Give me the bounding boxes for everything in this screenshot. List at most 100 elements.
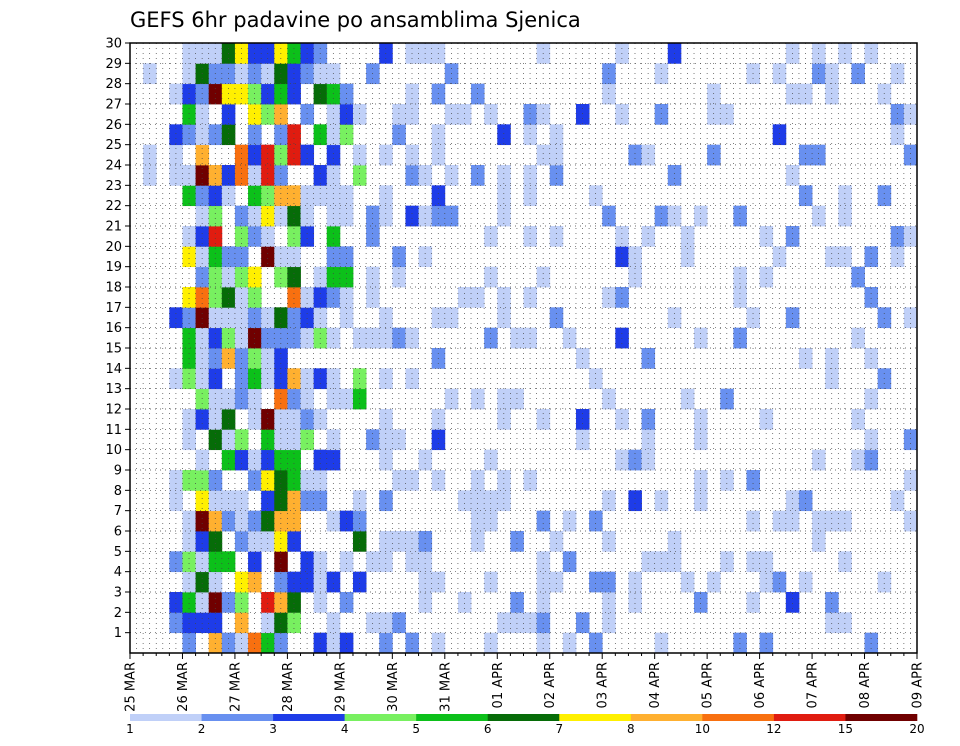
heatmap-cell [379,144,393,166]
heatmap-cell [339,592,354,613]
heatmap-cell [746,592,760,613]
heatmap-cell [798,490,813,512]
heatmap-cell [261,409,275,430]
heatmap-cell [497,185,511,207]
heatmap-cell [143,165,157,186]
heatmap-cell [169,83,183,105]
heatmap-cell [326,124,341,146]
colorbar-tick-label: 7 [555,722,563,736]
heatmap-cell [903,144,918,166]
heatmap-cell [352,165,367,186]
heatmap-cell [274,429,288,451]
heatmap-cell [405,165,419,186]
heatmap-cell [287,470,301,491]
heatmap-cell [261,429,275,451]
heatmap-cell [261,165,275,186]
heatmap-cell [523,612,538,634]
heatmap-cell [536,551,551,573]
heatmap-cell [274,470,288,491]
y-tick-label: 14 [105,362,122,377]
heatmap-cell [339,307,354,329]
heatmap-cell [615,409,629,430]
y-tick-label: 19 [105,260,122,275]
heatmap-cell [667,307,682,329]
y-tick-label: 30 [105,37,122,52]
y-tick-label: 5 [114,545,122,560]
heatmap-cell [392,104,406,125]
heatmap-cell [182,226,196,247]
heatmap-cell [798,144,813,166]
heatmap-cell [589,185,603,207]
heatmap-cell [300,226,315,247]
colorbar-swatch [130,714,202,721]
heatmap-cell [497,124,511,146]
heatmap-cell [379,185,393,207]
heatmap-cell [234,144,249,166]
heatmap-cell [484,226,498,247]
heatmap-cell [680,226,695,247]
heatmap-cell [208,612,223,634]
heatmap-cell [575,429,590,451]
y-tick-label: 9 [114,464,122,479]
heatmap-cell [471,388,485,410]
heatmap-cell [313,266,328,288]
heatmap-cell [418,531,433,552]
heatmap-cell [274,449,288,471]
heatmap-cell [497,287,511,308]
heatmap-cell [300,429,315,451]
heatmap-cell [287,490,301,512]
heatmap-cell [195,165,210,186]
y-tick-label: 10 [105,443,122,458]
heatmap-cell [825,83,839,105]
heatmap-cell [641,226,656,247]
heatmap-cell [812,144,826,166]
colorbar-swatch [344,714,417,721]
heatmap-cell [208,490,223,512]
heatmap-cell [707,104,721,125]
heatmap-cell [208,226,223,247]
heatmap-cell [379,490,393,512]
heatmap-cell [405,83,419,105]
y-tick-label: 22 [105,199,122,214]
heatmap-cell [431,571,446,593]
y-tick-label: 27 [105,98,122,113]
colorbar-swatch [630,714,703,721]
heatmap-cell [300,470,315,491]
heatmap-cell [339,551,354,573]
heatmap-cell [641,429,656,451]
colorbar-swatch [273,714,345,721]
heatmap-cell [195,592,210,613]
heatmap-cell [195,388,210,410]
heatmap-cell [274,307,288,329]
heatmap-cell [471,83,485,105]
heatmap-cell [405,531,419,552]
heatmap-cell [248,470,262,491]
heatmap-cell [339,246,354,268]
heatmap-cell [208,205,223,227]
heatmap-cell [680,571,695,593]
heatmap-cell [195,226,210,247]
heatmap-cell [313,83,328,105]
heatmap-cell [379,307,393,329]
heatmap-cell [326,510,341,532]
heatmap-cell [536,571,551,593]
heatmap-cell [759,266,774,288]
heatmap-cell [707,83,721,105]
heatmap-cell [274,266,288,288]
heatmap-cell [536,104,551,125]
heatmap-cell [536,409,551,430]
heatmap-cell [484,490,498,512]
heatmap-cell [248,226,262,247]
heatmap-cell [615,226,629,247]
heatmap-cell [339,205,354,227]
heatmap-cell [418,551,433,573]
heatmap-cell [602,490,616,512]
heatmap-cell [418,592,433,613]
heatmap-cell [326,429,341,451]
heatmap-cell [431,124,446,146]
y-tick-label: 29 [105,57,122,72]
heatmap-cell [352,490,367,512]
heatmap-cell [195,266,210,288]
heatmap-cell [234,226,249,247]
colorbar-swatch [416,714,489,721]
